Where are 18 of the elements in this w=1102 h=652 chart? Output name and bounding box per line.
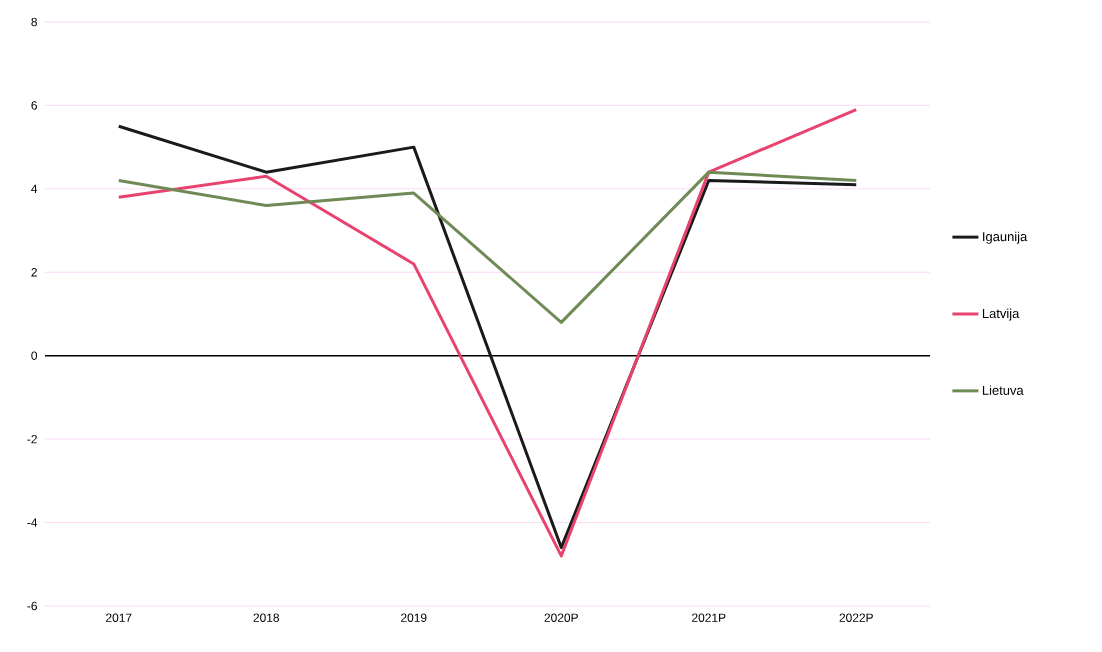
legend-label: Lietuva bbox=[982, 385, 1024, 395]
x-tick-label: 2021P bbox=[692, 613, 726, 622]
y-tick-label: 2 bbox=[31, 268, 37, 277]
legend-label: Igaunija bbox=[983, 231, 1028, 244]
x-tick-label: 2022P bbox=[839, 613, 873, 622]
y-tick-label: -6 bbox=[27, 601, 37, 611]
line-series bbox=[117, 170, 858, 324]
x-tick-label: 2019 bbox=[401, 613, 427, 622]
x-tick-label: 2020P bbox=[544, 613, 578, 622]
legend-label: Latvija bbox=[982, 308, 1020, 321]
x-tick-label: 2017 bbox=[106, 613, 132, 622]
y-tick-label: 6 bbox=[31, 101, 37, 110]
y-tick-label: 0 bbox=[31, 351, 38, 360]
x-tick-label: 2018 bbox=[253, 613, 280, 622]
y-tick-label: 4 bbox=[31, 184, 38, 193]
y-tick-label: 8 bbox=[31, 17, 37, 27]
y-tick-label: -2 bbox=[27, 434, 37, 444]
y-tick-label: -4 bbox=[27, 518, 38, 527]
